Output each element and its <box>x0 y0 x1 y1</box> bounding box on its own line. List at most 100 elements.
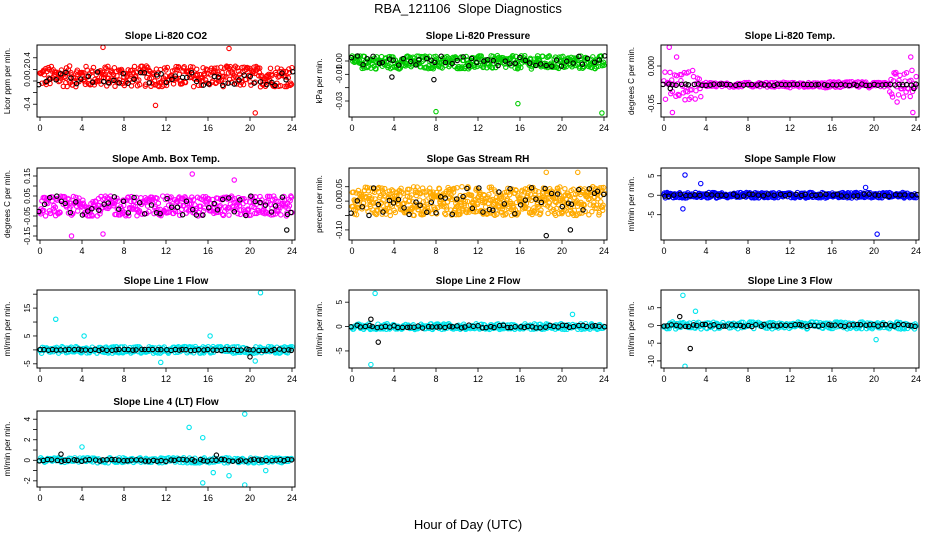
data-point <box>187 206 193 213</box>
data-point <box>260 347 266 354</box>
data-point <box>692 308 699 315</box>
data-point <box>682 81 689 87</box>
data-point <box>419 185 426 191</box>
x-tick-label: 12 <box>161 493 171 503</box>
data-point <box>418 64 424 70</box>
data-point <box>181 64 187 70</box>
data-point <box>380 197 386 203</box>
data-point <box>272 82 278 89</box>
x-tick-label: 16 <box>203 246 213 256</box>
data-point <box>662 193 668 199</box>
data-point <box>579 61 586 67</box>
data-point <box>661 323 667 329</box>
data-points <box>661 45 919 116</box>
data-point <box>680 206 686 212</box>
data-point <box>745 81 751 88</box>
data-point <box>207 333 213 339</box>
data-point <box>444 53 450 60</box>
data-point <box>152 102 159 109</box>
data-point <box>711 322 717 328</box>
data-point <box>533 62 539 69</box>
data-point <box>841 323 848 330</box>
data-point <box>522 57 529 64</box>
data-point <box>116 80 122 86</box>
data-point <box>184 201 191 207</box>
x-tick-label: 4 <box>79 123 84 133</box>
data-point <box>532 187 539 194</box>
data-point <box>222 346 228 353</box>
data-point <box>699 321 706 328</box>
data-point <box>368 361 374 368</box>
x-tick-label: 20 <box>869 246 879 256</box>
data-point <box>907 93 913 100</box>
y-tick-label: -0.05 <box>23 206 32 225</box>
data-point <box>191 458 198 464</box>
x-tick-label: 0 <box>37 493 42 503</box>
data-point <box>571 207 578 214</box>
data-point <box>463 209 470 216</box>
x-tick-label: 20 <box>245 123 255 133</box>
x-tick-label: 16 <box>827 374 837 384</box>
data-point <box>536 57 543 64</box>
data-point <box>146 208 152 215</box>
x-tick-label: 20 <box>245 374 255 384</box>
data-point <box>500 212 506 218</box>
data-point <box>245 207 252 213</box>
x-tick-label: 12 <box>785 246 795 256</box>
data-point <box>86 456 93 463</box>
data-point <box>765 191 771 197</box>
x-tick-label: 24 <box>911 374 921 384</box>
data-point <box>442 59 449 66</box>
data-point <box>250 347 256 353</box>
x-tick-label: 24 <box>287 493 297 503</box>
data-point <box>73 80 80 87</box>
data-point <box>61 457 68 464</box>
x-tick-label: 8 <box>745 123 750 133</box>
data-point <box>662 69 668 75</box>
data-point <box>272 203 279 209</box>
y-tick-label: 0.00 <box>335 53 344 69</box>
y-tick-label: -0.15 <box>23 226 32 245</box>
data-point <box>698 93 704 100</box>
data-point <box>441 203 447 210</box>
data-point <box>442 211 449 218</box>
data-point <box>432 59 438 66</box>
data-point <box>442 210 448 217</box>
data-point <box>80 69 86 76</box>
data-point <box>468 192 475 198</box>
data-point <box>164 195 170 202</box>
data-point <box>446 323 453 329</box>
data-point <box>90 64 97 71</box>
data-point <box>67 209 74 216</box>
data-point <box>460 193 466 200</box>
data-point <box>474 201 481 208</box>
data-point <box>552 198 558 205</box>
data-point <box>667 85 674 92</box>
data-point <box>723 323 729 329</box>
data-point <box>282 83 288 90</box>
data-point <box>372 196 378 202</box>
data-point <box>200 434 206 441</box>
data-point <box>786 191 793 198</box>
y-tick-label: -5 <box>647 339 656 347</box>
data-point <box>288 347 295 354</box>
y-tick-label: 0.000 <box>647 55 656 76</box>
y-tick-label: -5 <box>647 211 656 219</box>
data-point <box>576 210 583 217</box>
data-point <box>386 197 393 204</box>
data-point <box>484 57 491 63</box>
data-point <box>167 195 173 201</box>
x-tick-label: 24 <box>287 123 297 133</box>
data-point <box>228 79 235 86</box>
data-point <box>796 321 803 328</box>
x-tick-label: 12 <box>785 374 795 384</box>
data-point <box>416 56 422 63</box>
data-point <box>442 195 448 201</box>
data-point <box>380 209 386 215</box>
y-tick-label: 15 <box>23 303 32 312</box>
data-point <box>909 192 915 198</box>
data-point <box>125 80 131 86</box>
data-point <box>543 169 549 176</box>
chart-title: Slope Gas Stream RH <box>427 154 530 165</box>
data-point <box>913 81 919 87</box>
